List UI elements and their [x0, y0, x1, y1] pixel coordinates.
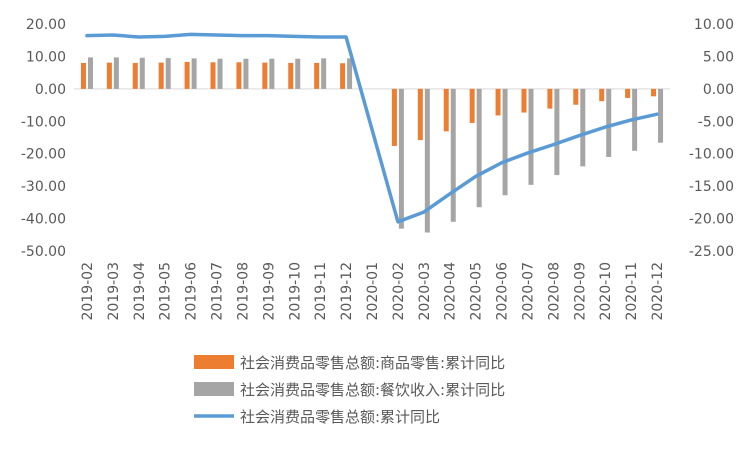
bar-commodity — [80, 62, 86, 89]
right-tick-label: 5.00 — [703, 49, 734, 65]
legend-label: 社会消费品零售总额:累计同比 — [240, 408, 440, 426]
x-tick-label: 2020-09 — [572, 262, 588, 321]
bar-catering — [217, 58, 223, 89]
bar-catering — [554, 88, 560, 176]
line-series — [85, 32, 659, 224]
bar-catering — [424, 88, 430, 233]
bar-commodity — [573, 88, 579, 105]
x-tick-label: 2020-07 — [520, 262, 536, 321]
left-axis-ticks: 20.00 10.00 0.00 -10.00 -20.00 -30.00 -40.00 -5… — [21, 17, 66, 260]
legend-label: 社会消费品零售总额:餐饮收入:累计同比 — [240, 381, 505, 399]
line-total — [85, 32, 659, 224]
bar-commodity — [599, 88, 605, 102]
x-tick-label: 2020-08 — [546, 262, 562, 321]
right-tick-label: -25.00 — [689, 244, 734, 260]
bar-commodity — [391, 88, 397, 146]
x-tick-label: 2019-05 — [158, 262, 174, 321]
bar-catering — [269, 58, 275, 89]
left-tick-label: 20.00 — [26, 17, 66, 33]
x-tick-label: 2019-03 — [106, 262, 122, 321]
bar-catering — [398, 88, 404, 229]
bar-commodity — [417, 88, 423, 141]
bar-catering — [295, 58, 301, 89]
x-tick-label: 2020-06 — [495, 262, 511, 321]
right-tick-label: 10.00 — [694, 17, 734, 33]
x-tick-label: 2019-04 — [132, 262, 148, 321]
right-tick-label: -5.00 — [698, 114, 734, 130]
left-tick-label: -50.00 — [21, 244, 66, 260]
x-axis-ticks: 2019-02 2019-03 2019-04 2019-05 2019-06 2019-… — [80, 262, 666, 321]
bar-commodity — [547, 88, 553, 109]
bar-commodity — [288, 62, 294, 89]
bar-commodity — [158, 62, 164, 89]
x-tick-label: 2020-05 — [469, 262, 485, 321]
right-axis-ticks: 10.00 5.00 0.00 -5.00 -10.00 -15.00 -20.00 -25.… — [689, 17, 734, 260]
bar-catering — [502, 88, 508, 196]
right-tick-label: -20.00 — [689, 212, 734, 228]
bar-catering — [87, 57, 93, 89]
bar-commodity — [651, 88, 657, 97]
bar-commodity — [443, 88, 449, 132]
x-tick-label: 2019-02 — [80, 262, 96, 321]
x-tick-label: 2019-09 — [261, 262, 277, 321]
x-tick-label: 2019-08 — [235, 262, 251, 321]
bar-commodity — [210, 62, 216, 89]
bar-catering — [580, 88, 586, 167]
right-tick-label: -10.00 — [689, 147, 734, 163]
bar-catering — [243, 58, 249, 89]
legend-swatch — [194, 382, 234, 396]
x-tick-label: 2019-10 — [287, 262, 303, 321]
bar-commodity — [262, 62, 268, 89]
left-tick-label: -10.00 — [21, 114, 66, 130]
left-tick-label: 10.00 — [26, 49, 66, 65]
bar-commodity — [314, 62, 320, 89]
bar-commodity — [132, 62, 138, 89]
x-tick-label: 2020-10 — [598, 262, 614, 321]
left-tick-label: -40.00 — [21, 212, 66, 228]
legend: 社会消费品零售总额:商品零售:累计同比社会消费品零售总额:餐饮收入:累计同比社会… — [194, 354, 505, 426]
bars — [80, 57, 664, 233]
x-tick-label: 2020-11 — [624, 262, 640, 321]
x-tick-label: 2019-11 — [313, 262, 329, 321]
bar-commodity — [495, 88, 501, 116]
right-tick-label: -15.00 — [689, 179, 734, 195]
bar-catering — [139, 57, 145, 89]
x-tick-label: 2020-01 — [365, 262, 381, 321]
bar-catering — [528, 88, 534, 185]
x-tick-label: 2020-02 — [391, 262, 407, 321]
left-tick-label: -20.00 — [21, 147, 66, 163]
bar-commodity — [106, 62, 112, 89]
legend-label: 社会消费品零售总额:商品零售:累计同比 — [240, 354, 505, 372]
bar-catering — [450, 88, 456, 222]
legend-swatch — [194, 355, 234, 369]
bar-commodity — [521, 88, 527, 113]
bar-commodity — [236, 62, 242, 89]
bar-commodity — [469, 88, 475, 123]
bar-catering — [658, 88, 664, 143]
x-tick-label: 2020-03 — [417, 262, 433, 321]
bar-catering — [476, 88, 482, 208]
bar-commodity — [625, 88, 631, 98]
left-tick-label: -30.00 — [21, 179, 66, 195]
bar-commodity — [184, 61, 190, 89]
bar-catering — [165, 58, 171, 89]
bar-catering — [347, 58, 353, 89]
x-tick-label: 2019-07 — [210, 262, 226, 321]
x-tick-label: 2020-04 — [443, 262, 459, 321]
bar-commodity — [340, 63, 346, 89]
left-tick-label: 0.00 — [35, 82, 66, 98]
bar-catering — [321, 58, 327, 89]
x-tick-label: 2019-06 — [184, 262, 200, 321]
bar-catering — [113, 57, 119, 89]
bar-catering — [606, 88, 612, 157]
bar-catering — [191, 58, 197, 89]
right-tick-label: 0.00 — [703, 82, 734, 98]
x-tick-label: 2020-12 — [650, 262, 666, 321]
x-tick-label: 2019-12 — [339, 262, 355, 321]
